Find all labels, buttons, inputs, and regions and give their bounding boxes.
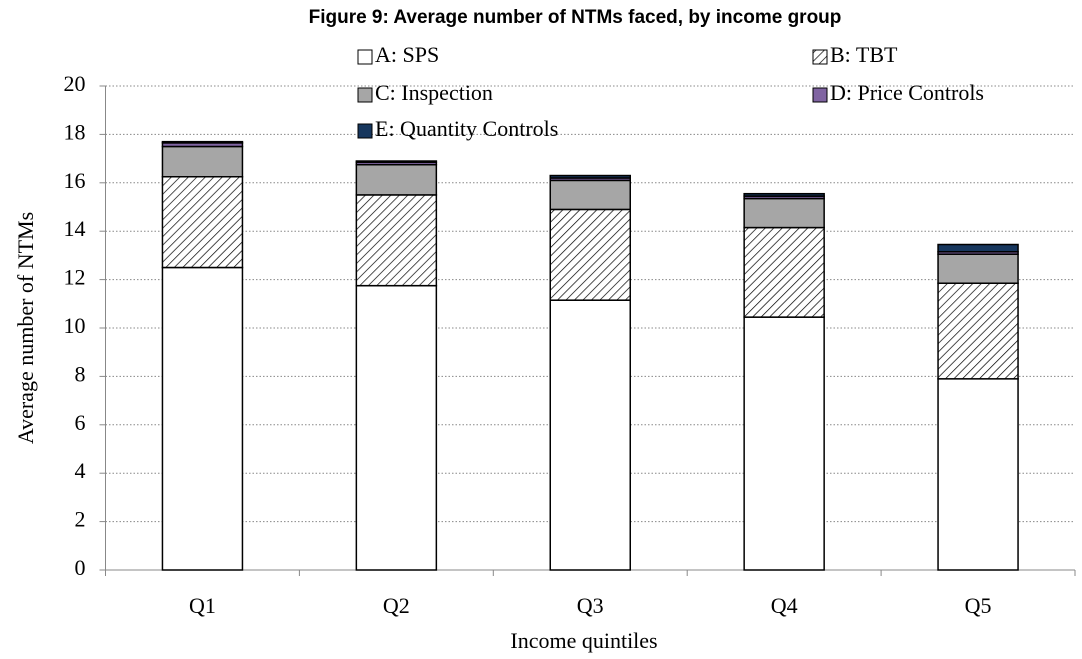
legend-swatch <box>812 49 828 65</box>
x-tick-label: Q2 <box>383 593 410 618</box>
bar-segment <box>161 145 244 178</box>
legend-label: C: Inspection <box>375 80 493 105</box>
legend-swatch <box>357 87 373 103</box>
y-tick-label: 2 <box>75 507 86 532</box>
y-tick-label: 14 <box>64 216 86 241</box>
bar-segment <box>937 253 1019 284</box>
bar-segment <box>355 163 438 196</box>
bar-segment <box>549 174 631 179</box>
legend-label: D: Price Controls <box>830 80 984 105</box>
x-tick-label: Q4 <box>771 593 798 618</box>
bar-segment <box>743 316 825 571</box>
y-tick-label: 0 <box>75 555 86 580</box>
bar-segment <box>937 378 1019 571</box>
bar-segment <box>937 282 1019 380</box>
legend-label: E: Quantity Controls <box>375 116 558 141</box>
bar-segment <box>161 140 244 144</box>
bar-segment <box>743 192 825 197</box>
bar-segment <box>355 284 438 571</box>
bar-segment <box>743 197 825 229</box>
y-tick-label: 4 <box>75 458 86 483</box>
chart-title: Figure 9: Average number of NTMs faced, … <box>309 7 842 28</box>
legend-swatch <box>812 87 828 103</box>
x-tick-label: Q3 <box>577 593 604 618</box>
x-tick-label: Q1 <box>189 593 216 618</box>
y-tick-label: 6 <box>75 410 86 435</box>
y-tick-label: 10 <box>64 313 86 338</box>
y-tick-label: 16 <box>64 168 86 193</box>
legend-label: A: SPS <box>375 42 439 67</box>
bar-segment <box>161 176 244 269</box>
bar-segment <box>161 266 244 571</box>
y-tick-label: 18 <box>64 119 86 144</box>
bar-segment <box>937 243 1019 253</box>
bar-segment <box>549 179 631 211</box>
legend-swatch <box>357 49 373 65</box>
legend-swatch <box>357 123 373 139</box>
bar-segment <box>549 299 631 571</box>
bar-segment <box>355 160 438 163</box>
x-tick-label: Q5 <box>965 593 992 618</box>
y-axis-title: Average number of NTMs <box>13 212 38 444</box>
y-tick-label: 12 <box>64 265 86 290</box>
y-tick-label: 20 <box>64 71 86 96</box>
legend-label: B: TBT <box>830 42 898 67</box>
x-axis-title: Income quintiles <box>510 628 657 653</box>
y-tick-label: 8 <box>75 361 86 386</box>
bar-segment <box>549 208 631 301</box>
bar-segment <box>355 194 438 287</box>
bar-segment <box>743 226 825 318</box>
